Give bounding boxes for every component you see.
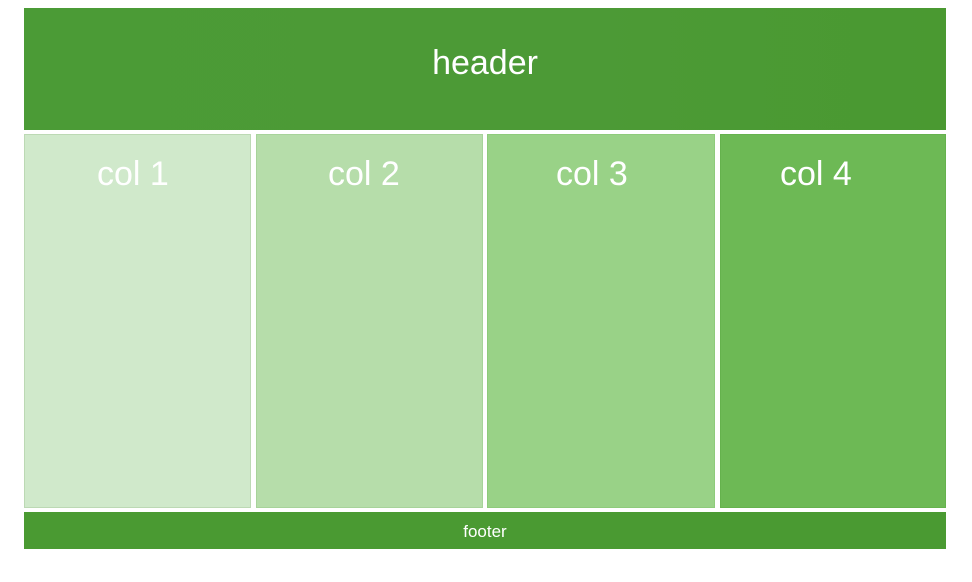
column-3-label: col 3: [556, 155, 628, 193]
header-region: header: [24, 8, 946, 130]
layout-container: header col 1 col 2 col 3 col 4 footer: [24, 8, 946, 549]
column-2: col 2: [256, 134, 483, 508]
column-2-label: col 2: [328, 155, 400, 193]
columns-row: col 1 col 2 col 3 col 4: [24, 134, 946, 508]
column-1-label: col 1: [97, 155, 169, 193]
footer-text: footer: [463, 521, 507, 541]
column-3: col 3: [487, 134, 715, 508]
column-4: col 4: [720, 134, 946, 508]
column-1: col 1: [24, 134, 251, 508]
column-4-label: col 4: [780, 155, 852, 193]
header-title: header: [432, 44, 538, 82]
footer-region: footer: [24, 512, 946, 549]
